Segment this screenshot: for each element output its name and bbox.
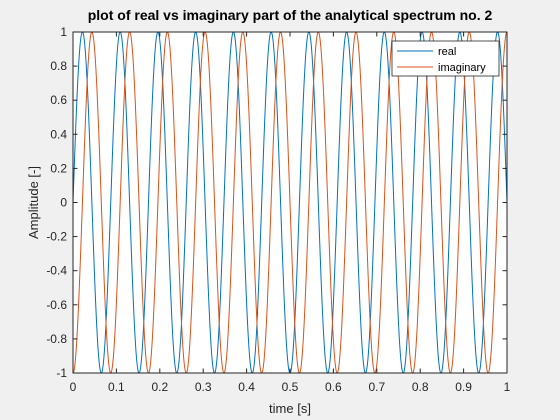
legend-box	[391, 40, 500, 77]
x-tick-label: 0.9	[455, 380, 472, 394]
x-tick-label: 0.3	[195, 380, 212, 394]
legend-label-real: real	[438, 46, 456, 58]
y-tick-label: -0.8	[46, 332, 67, 346]
x-tick-label: 1	[504, 380, 511, 394]
legend: real imaginary	[391, 40, 500, 77]
y-tick-label: -0.2	[46, 230, 67, 244]
x-tick-label: 0	[70, 380, 77, 394]
x-tick-label: 0.5	[282, 380, 299, 394]
y-tick-label: 0.6	[50, 93, 67, 107]
x-axis-label: time [s]	[269, 401, 311, 416]
y-tick-label: -0.6	[46, 298, 67, 312]
chart-title: plot of real vs imaginary part of the an…	[88, 7, 493, 23]
y-tick-label: -0.4	[46, 264, 67, 278]
x-tick-label: 0.2	[151, 380, 168, 394]
ticks-group: 0 0.1 0.2 0.3 0.4 0.5 0.6 0.7 0.8 0.9 1 -1 -0.8 -0.6 -…	[46, 25, 510, 394]
x-tick-label: 0.8	[412, 380, 429, 394]
y-tick-label: 0.2	[50, 161, 67, 175]
x-tick-label: 0.7	[368, 380, 385, 394]
y-tick-label: 0.4	[50, 127, 67, 141]
y-tick-label: 0.8	[50, 59, 67, 73]
legend-label-imaginary: imaginary	[438, 62, 486, 74]
y-tick-label: 1	[60, 25, 67, 39]
y-tick-label: -1	[56, 366, 67, 380]
x-tick-label: 0.6	[325, 380, 342, 394]
y-axis-label: Amplitude [-]	[26, 166, 41, 239]
y-tick-label: 0	[60, 196, 67, 210]
x-tick-label: 0.4	[238, 380, 255, 394]
x-tick-label: 0.1	[108, 380, 125, 394]
